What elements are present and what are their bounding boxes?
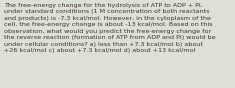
Text: The free-energy change for the hydrolysis of ATP to ADP + Pi,
under standard con: The free-energy change for the hydrolysi… (4, 3, 216, 53)
